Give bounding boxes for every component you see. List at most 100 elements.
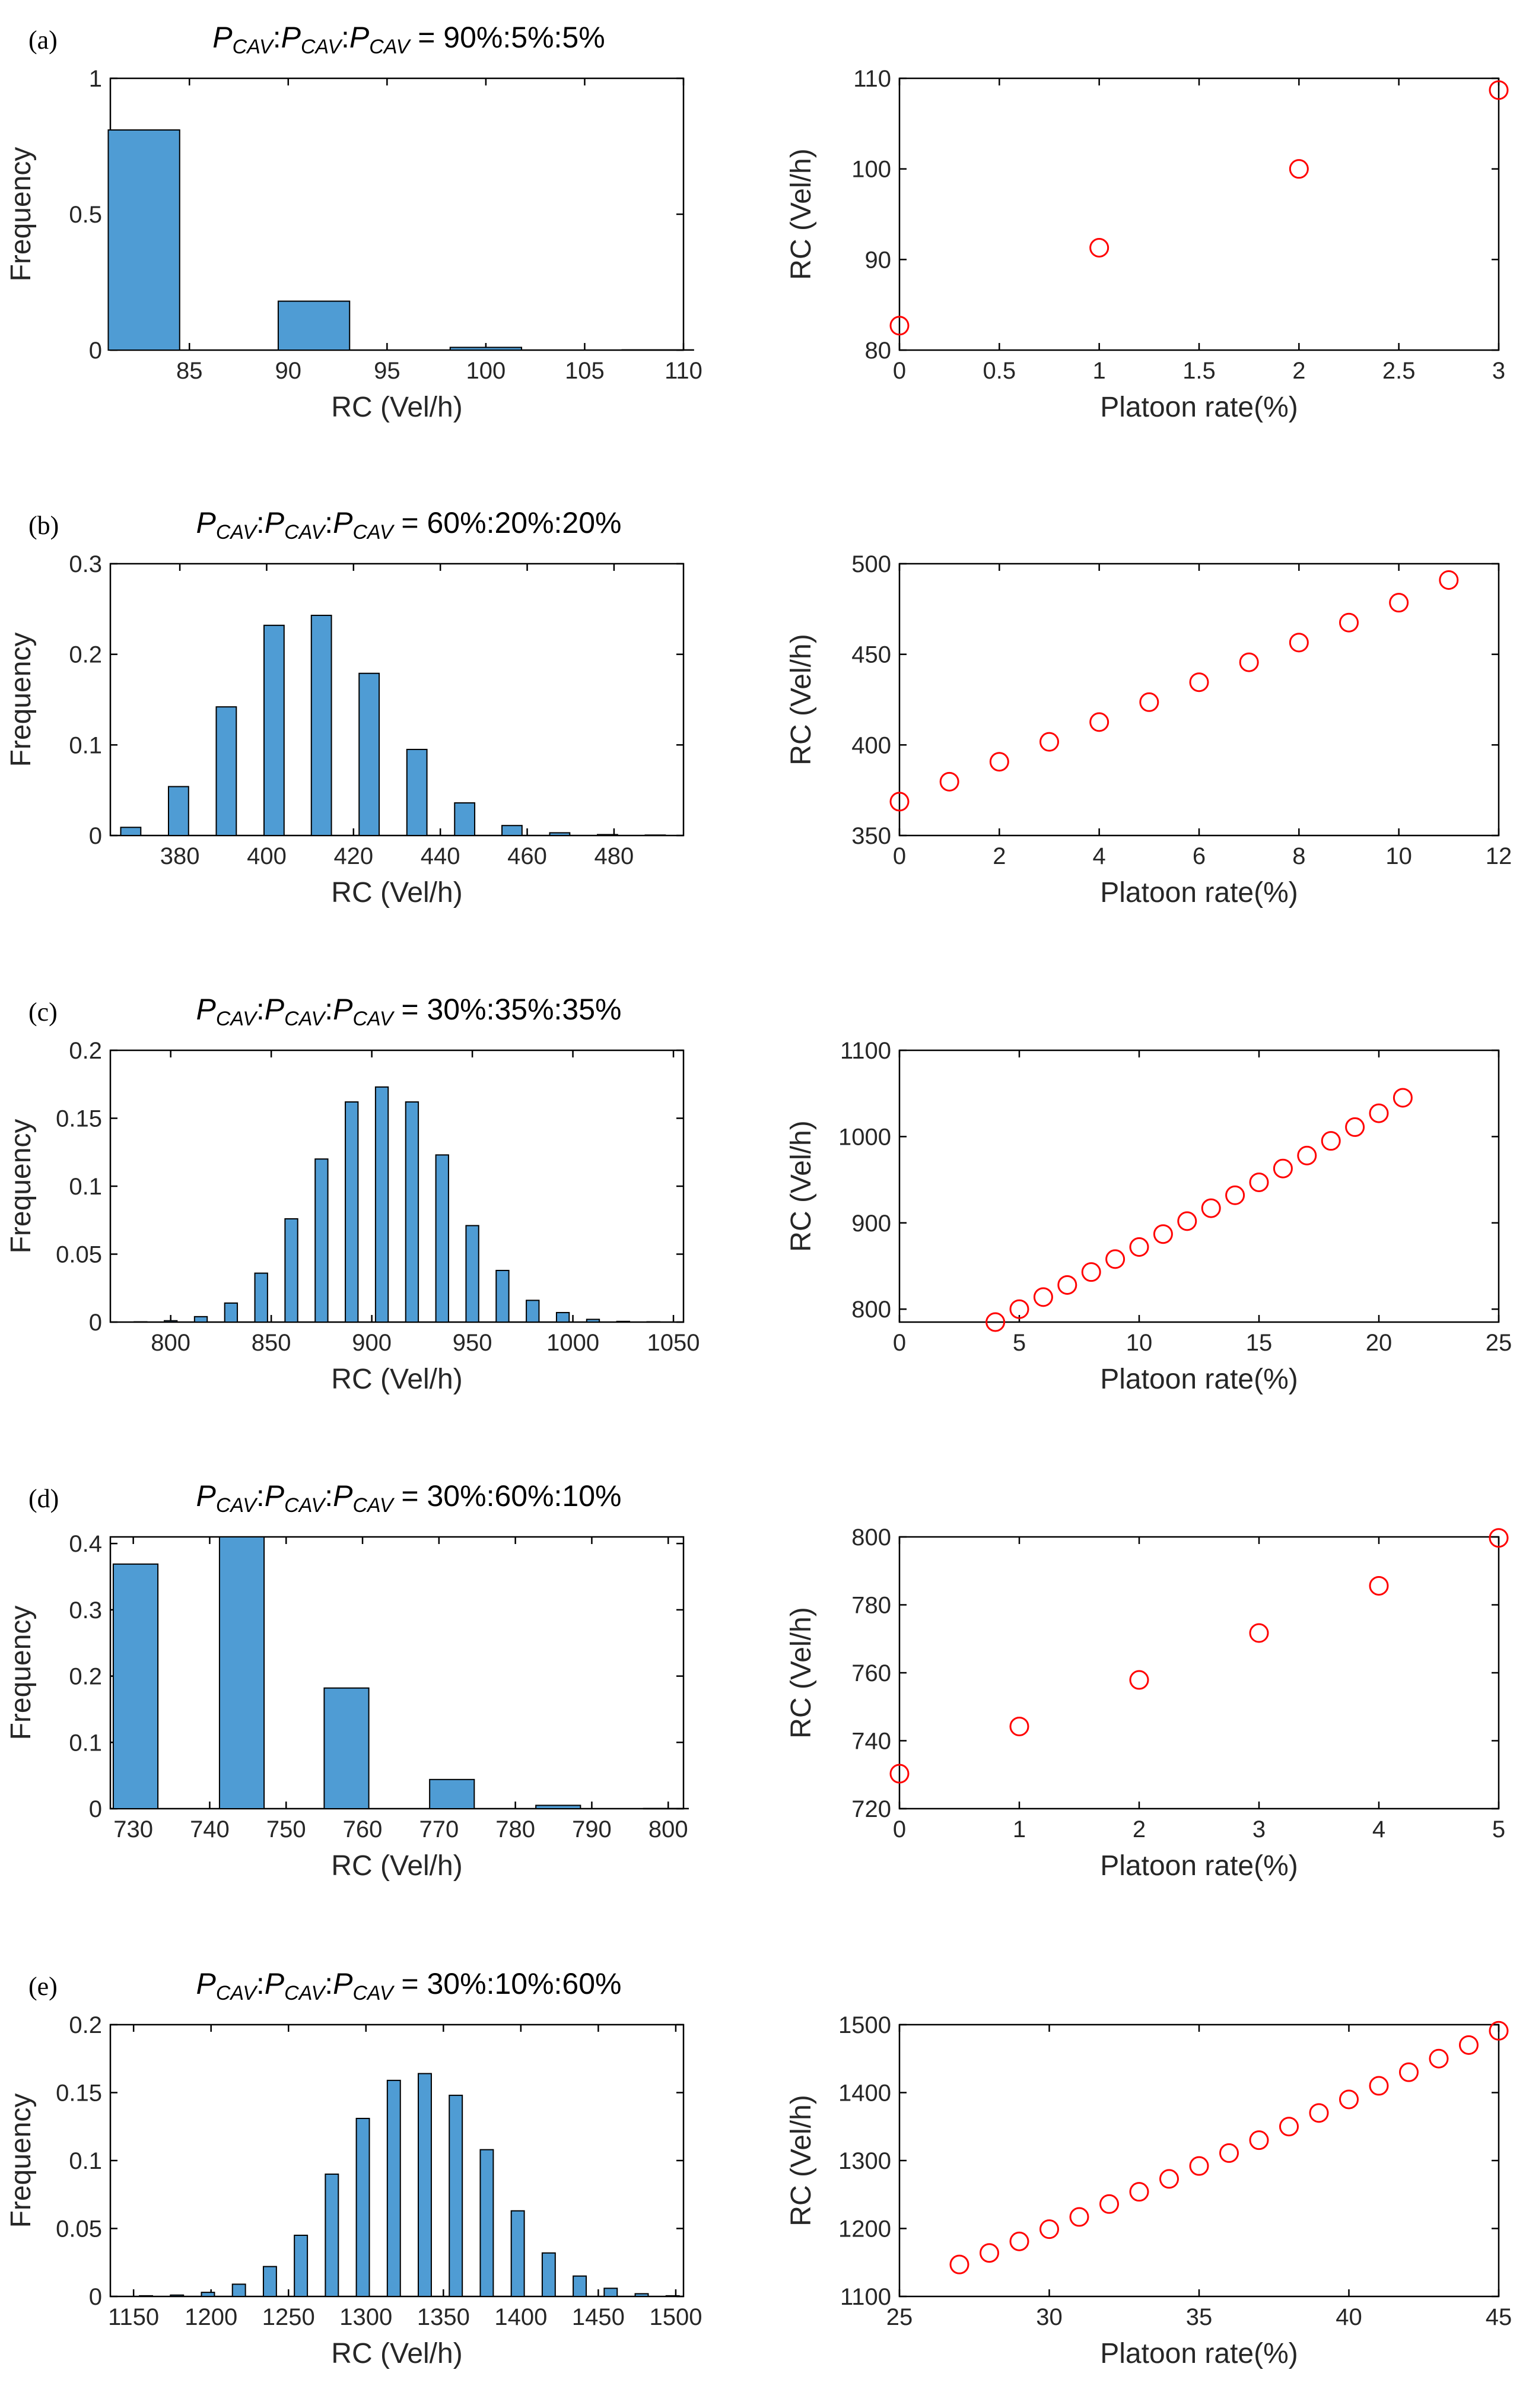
hist-4-bar-4 — [262, 2266, 277, 2298]
hist-0-xtick-label-3: 100 — [466, 358, 506, 384]
hist-1-axes-box — [109, 563, 685, 837]
scatter-2-point-10 — [1225, 1185, 1245, 1205]
scatter-3-ytick-label-4: 800 — [851, 1524, 891, 1551]
hist-2-bar-7 — [345, 1101, 359, 1323]
scatter-4-point-13 — [1339, 2089, 1359, 2110]
scatter-2-point-3 — [1057, 1275, 1077, 1295]
hist-2-ytick-label-1: 0.05 — [56, 1242, 102, 1268]
scatter-4-point-3 — [1039, 2219, 1059, 2239]
hist-1-bar-10 — [597, 834, 618, 837]
hist-2-xtick-label-2: 900 — [352, 1330, 392, 1356]
hist-3-axes-box — [109, 1536, 685, 1810]
hist-1-bar-11 — [644, 834, 666, 837]
hist-3-bar-4 — [535, 1805, 581, 1809]
scatter-0-point-1 — [1089, 237, 1109, 258]
hist-4-xtick-label-4: 1350 — [417, 2304, 470, 2330]
scatter-1-point-6 — [1189, 672, 1209, 692]
panel-tag-3: (d) — [28, 1484, 59, 1513]
hist-4-ytick-label-4: 0.2 — [69, 2012, 102, 2038]
hist-0-ytick-label-2: 1 — [89, 66, 102, 92]
hist-2-ytick-label-3: 0.15 — [56, 1106, 102, 1132]
scatter-4-axes-box — [898, 2023, 1500, 2298]
scatter-4-xtick-label-4: 45 — [1486, 2304, 1512, 2330]
scatter-4-xtick-label-2: 35 — [1186, 2304, 1213, 2330]
scatter-1-xtick-label-0: 0 — [893, 843, 906, 869]
hist-3-ytick-label-4: 0.4 — [69, 1531, 102, 1557]
hist-4-bar-8 — [386, 2079, 401, 2297]
hist-3-ytick-label-2: 0.2 — [69, 1664, 102, 1690]
scatter-4-ylabel: RC (Vel/h) — [786, 2095, 817, 2226]
scatter-3-xlabel: Platoon rate(%) — [1100, 1850, 1298, 1882]
scatter-3-point-2 — [1129, 1670, 1149, 1690]
scatter-0-xtick-label-1: 0.5 — [983, 358, 1016, 384]
scatter-4-point-18 — [1489, 2021, 1509, 2041]
scatter-3-xtick-label-2: 2 — [1133, 1816, 1146, 1842]
scatter-4-ytick-label-3: 1400 — [838, 2080, 891, 2107]
hist-1-ytick-label-2: 0.2 — [69, 642, 102, 668]
hist-3-xtick-label-5: 780 — [495, 1816, 535, 1842]
hist-1-bar-7 — [454, 802, 476, 837]
hist-4-ytick-label-3: 0.15 — [56, 2080, 102, 2107]
scatter-4-point-7 — [1159, 2169, 1179, 2189]
scatter-4-xtick-label-0: 25 — [886, 2304, 913, 2330]
hist-1-xtick-label-2: 420 — [333, 843, 373, 869]
hist-0-ylabel: Frequency — [5, 147, 37, 282]
hist-3-xtick-label-3: 760 — [343, 1816, 383, 1842]
hist-4-xtick-label-6: 1450 — [572, 2304, 625, 2330]
hist-4-bar-14 — [573, 2275, 587, 2297]
hist-3-xtick-label-2: 750 — [266, 1816, 306, 1842]
scatter-3-ytick-label-1: 740 — [851, 1729, 891, 1755]
scatter-4-xtick-label-1: 30 — [1036, 2304, 1063, 2330]
hist-4-bar-9 — [418, 2073, 432, 2297]
hist-2-bar-13 — [526, 1300, 540, 1323]
hist-3-bar-2 — [323, 1687, 370, 1809]
hist-4-bar-15 — [603, 2288, 618, 2298]
scatter-1-point-11 — [1439, 570, 1459, 590]
scatter-2-ytick-label-1: 900 — [851, 1211, 891, 1237]
scatter-4-point-2 — [1009, 2231, 1029, 2251]
scatter-1-point-0 — [889, 792, 910, 812]
hist-0-bar-1 — [277, 300, 351, 351]
scatter-2-xtick-label-5: 25 — [1486, 1330, 1512, 1356]
hist-2-bar-14 — [555, 1311, 570, 1323]
hist-2-ytick-label-0: 0 — [89, 1310, 102, 1336]
scatter-2-point-2 — [1033, 1287, 1053, 1307]
hist-2-bar-8 — [374, 1086, 389, 1323]
scatter-0-xtick-label-0: 0 — [893, 358, 906, 384]
scatter-3-point-5 — [1489, 1528, 1509, 1548]
hist-0-ytick-label-0: 0 — [89, 338, 102, 364]
hist-1-bar-1 — [167, 786, 189, 837]
scatter-2-point-5 — [1105, 1249, 1126, 1269]
scatter-4-point-14 — [1369, 2076, 1389, 2096]
scatter-4-point-16 — [1429, 2048, 1449, 2069]
scatter-2-ytick-label-0: 800 — [851, 1297, 891, 1323]
scatter-2-point-15 — [1345, 1117, 1365, 1137]
hist-3-xtick-label-4: 770 — [419, 1816, 459, 1842]
hist-1-ytick-label-3: 0.3 — [69, 551, 102, 577]
hist-1-xtick-label-1: 400 — [247, 843, 287, 869]
panel-4: (e) PCAV:PCAV:PCAV = 30%:10%:60% 1150 1200 1… — [5, 1967, 1512, 2369]
scatter-2-point-17 — [1393, 1088, 1413, 1108]
hist-3-ytick-label-1: 0.1 — [69, 1730, 102, 1756]
scatter-0-xtick-label-4: 2 — [1292, 358, 1305, 384]
hist-0-xlabel: RC (Vel/h) — [331, 392, 462, 423]
hist-3-ytick-label-0: 0 — [89, 1796, 102, 1822]
scatter-3-ytick-label-2: 760 — [851, 1660, 891, 1686]
scatter-4-point-6 — [1129, 2182, 1149, 2202]
scatter-3-point-3 — [1249, 1623, 1269, 1643]
scatter-1-axes-box — [898, 563, 1500, 837]
scatter-2-point-11 — [1249, 1172, 1269, 1192]
hist-4-xlabel: RC (Vel/h) — [331, 2338, 462, 2369]
hist-2-bar-9 — [405, 1101, 419, 1323]
hist-2-bar-6 — [314, 1158, 329, 1323]
scatter-4-xlabel: Platoon rate(%) — [1100, 2338, 1298, 2369]
scatter-0-ylabel: RC (Vel/h) — [786, 148, 817, 279]
scatter-2-xtick-label-3: 15 — [1246, 1330, 1273, 1356]
panel-tag-2: (c) — [28, 997, 58, 1027]
scatter-2-xtick-label-4: 20 — [1366, 1330, 1393, 1356]
hist-2-bar-17 — [646, 1321, 660, 1323]
hist-1-ytick-label-0: 0 — [89, 823, 102, 849]
scatter-0-xtick-label-5: 2.5 — [1382, 358, 1416, 384]
panel-title-0: PCAV:PCAV:PCAV = 90%:5%:5% — [212, 21, 605, 58]
hist-4-bar-10 — [449, 2095, 463, 2298]
